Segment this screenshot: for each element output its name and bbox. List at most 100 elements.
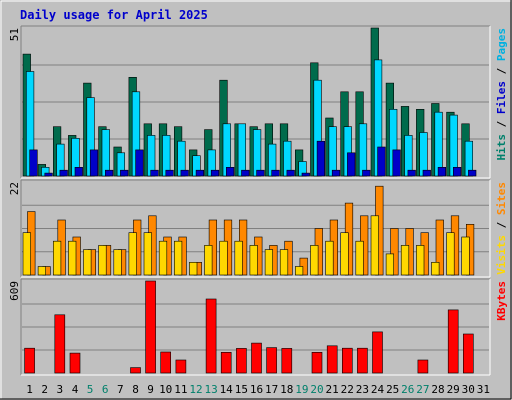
day-label: 31 <box>477 383 490 396</box>
day-label: 12 <box>189 383 202 396</box>
bar-pages-day-17 <box>271 169 280 177</box>
bar-kbytes-day-1 <box>24 347 35 374</box>
bar-files-day-15 <box>237 123 247 177</box>
panels-layer: 51 Hits / Files / Pages 22 Visits / Sites 60… <box>8 25 508 376</box>
bar-kbytes-day-16 <box>251 342 262 374</box>
bar-kbytes-day-3 <box>54 314 66 374</box>
bar-pages-day-3 <box>59 169 68 177</box>
bar-pages-day-23 <box>362 169 371 177</box>
bar-files-day-29 <box>449 114 458 177</box>
bar-pages-day-15 <box>241 169 250 177</box>
day-label: 30 <box>462 383 475 396</box>
legend-entry: Hits <box>495 134 508 161</box>
bar-kbytes-day-23 <box>357 347 368 374</box>
bar-pages-day-25 <box>392 149 401 177</box>
bar-sites-day-10 <box>158 240 168 276</box>
panel-legend: Hits / Files / Pages <box>495 28 508 161</box>
bar-sites-day-11 <box>174 240 183 276</box>
bar-pages-day-2 <box>44 172 53 177</box>
day-label: 20 <box>310 383 323 396</box>
day-label: 21 <box>325 383 338 396</box>
bar-files-day-23 <box>358 123 368 177</box>
day-label: 8 <box>132 383 139 396</box>
day-label: 19 <box>295 383 308 396</box>
bar-sites-day-8 <box>128 232 137 276</box>
bar-kbytes-day-24 <box>372 331 383 374</box>
bar-sites-day-30 <box>461 236 470 276</box>
bar-pages-day-16 <box>256 169 265 177</box>
day-axis: 1 2 3 4 5 6 7 8 9 10 11 12 13 14 15 16 17 18 19 20 21 22 23 24 2… <box>26 383 490 396</box>
day-label: 28 <box>431 383 444 396</box>
day-label: 16 <box>250 383 263 396</box>
bar-pages-day-11 <box>180 169 189 177</box>
y-max-label: 609 <box>8 281 21 301</box>
day-label: 10 <box>159 383 172 396</box>
bar-sites-day-19 <box>294 266 304 276</box>
bar-sites-day-14 <box>219 240 228 276</box>
bar-sites-day-29 <box>446 232 455 276</box>
legend-entry: Sites <box>495 182 508 215</box>
bar-pages-day-30 <box>468 169 477 177</box>
day-label: 5 <box>87 383 94 396</box>
day-label: 24 <box>371 383 385 396</box>
bar-sites-day-17 <box>264 249 274 276</box>
legend-entry: / <box>495 215 508 235</box>
legend-entry: / <box>495 61 508 81</box>
chart-title: Daily usage for April 2025 <box>20 8 208 22</box>
bar-kbytes-day-27 <box>417 359 429 374</box>
day-label: 4 <box>72 383 79 396</box>
bar-pages-day-13 <box>210 169 220 177</box>
day-label: 2 <box>41 383 48 396</box>
day-label: 15 <box>235 383 248 396</box>
bar-kbytes-day-15 <box>236 348 247 374</box>
bar-sites-day-2 <box>37 266 46 276</box>
bar-kbytes-day-20 <box>311 351 323 374</box>
bar-kbytes-day-29 <box>447 309 459 374</box>
bar-sites-day-18 <box>279 249 289 276</box>
bar-visits-day-28 <box>435 219 444 276</box>
bar-visits-day-25 <box>390 228 399 276</box>
bar-kbytes-day-9 <box>145 280 156 374</box>
bar-sites-day-7 <box>113 249 122 276</box>
bar-pages-day-7 <box>120 169 129 177</box>
bar-files-day-16 <box>253 129 262 177</box>
bar-files-day-21 <box>328 126 337 177</box>
bar-sites-day-13 <box>204 245 213 276</box>
bar-sites-day-20 <box>310 245 319 276</box>
day-label: 18 <box>280 383 293 396</box>
bar-pages-day-12 <box>195 169 205 177</box>
bar-pages-day-26 <box>407 169 416 177</box>
bar-kbytes-day-21 <box>326 345 338 374</box>
panel-legend: KBytes <box>495 281 508 321</box>
visits_panel: 22 Visits / Sites <box>8 179 508 278</box>
legend-entry: Visits <box>495 235 508 275</box>
bar-pages-day-8 <box>135 149 144 177</box>
day-label: 7 <box>117 383 124 396</box>
day-label: 11 <box>174 383 187 396</box>
legend-entry: Files <box>495 81 508 114</box>
bar-sites-day-27 <box>416 245 425 276</box>
bar-pages-day-6 <box>105 169 114 177</box>
day-label: 3 <box>56 383 63 396</box>
bar-pages-day-21 <box>331 169 341 177</box>
bar-sites-day-26 <box>400 245 410 276</box>
bar-pages-day-20 <box>316 140 326 177</box>
day-label: 26 <box>401 383 414 396</box>
bar-kbytes-day-13 <box>205 298 217 374</box>
y-max-label: 22 <box>8 182 21 195</box>
bar-sites-day-25 <box>385 253 395 276</box>
bar-files-day-6 <box>101 129 110 177</box>
bar-kbytes-day-30 <box>462 333 474 374</box>
bar-kbytes-day-11 <box>175 359 187 374</box>
bar-pages-day-18 <box>286 169 295 177</box>
bar-sites-day-24 <box>370 215 379 276</box>
bar-sites-day-16 <box>249 245 258 276</box>
bar-kbytes-day-8 <box>130 367 141 374</box>
bar-pages-day-5 <box>89 149 99 177</box>
bar-pages-day-24 <box>377 146 386 177</box>
bar-sites-day-9 <box>143 232 152 276</box>
bar-sites-day-12 <box>189 261 198 276</box>
bar-pages-day-28 <box>437 167 447 177</box>
